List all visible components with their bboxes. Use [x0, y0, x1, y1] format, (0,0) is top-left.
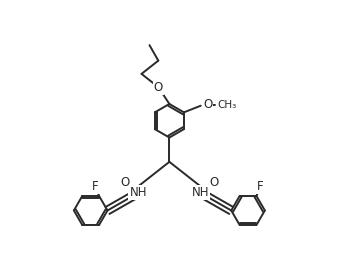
Text: F: F: [92, 180, 99, 193]
Text: CH₃: CH₃: [218, 100, 237, 110]
Text: NH: NH: [130, 186, 147, 199]
Text: O: O: [203, 98, 212, 111]
Text: F: F: [257, 180, 263, 193]
Text: NH: NH: [191, 186, 209, 199]
Text: O: O: [120, 176, 130, 189]
Text: O: O: [209, 176, 218, 189]
Text: O: O: [154, 81, 163, 94]
